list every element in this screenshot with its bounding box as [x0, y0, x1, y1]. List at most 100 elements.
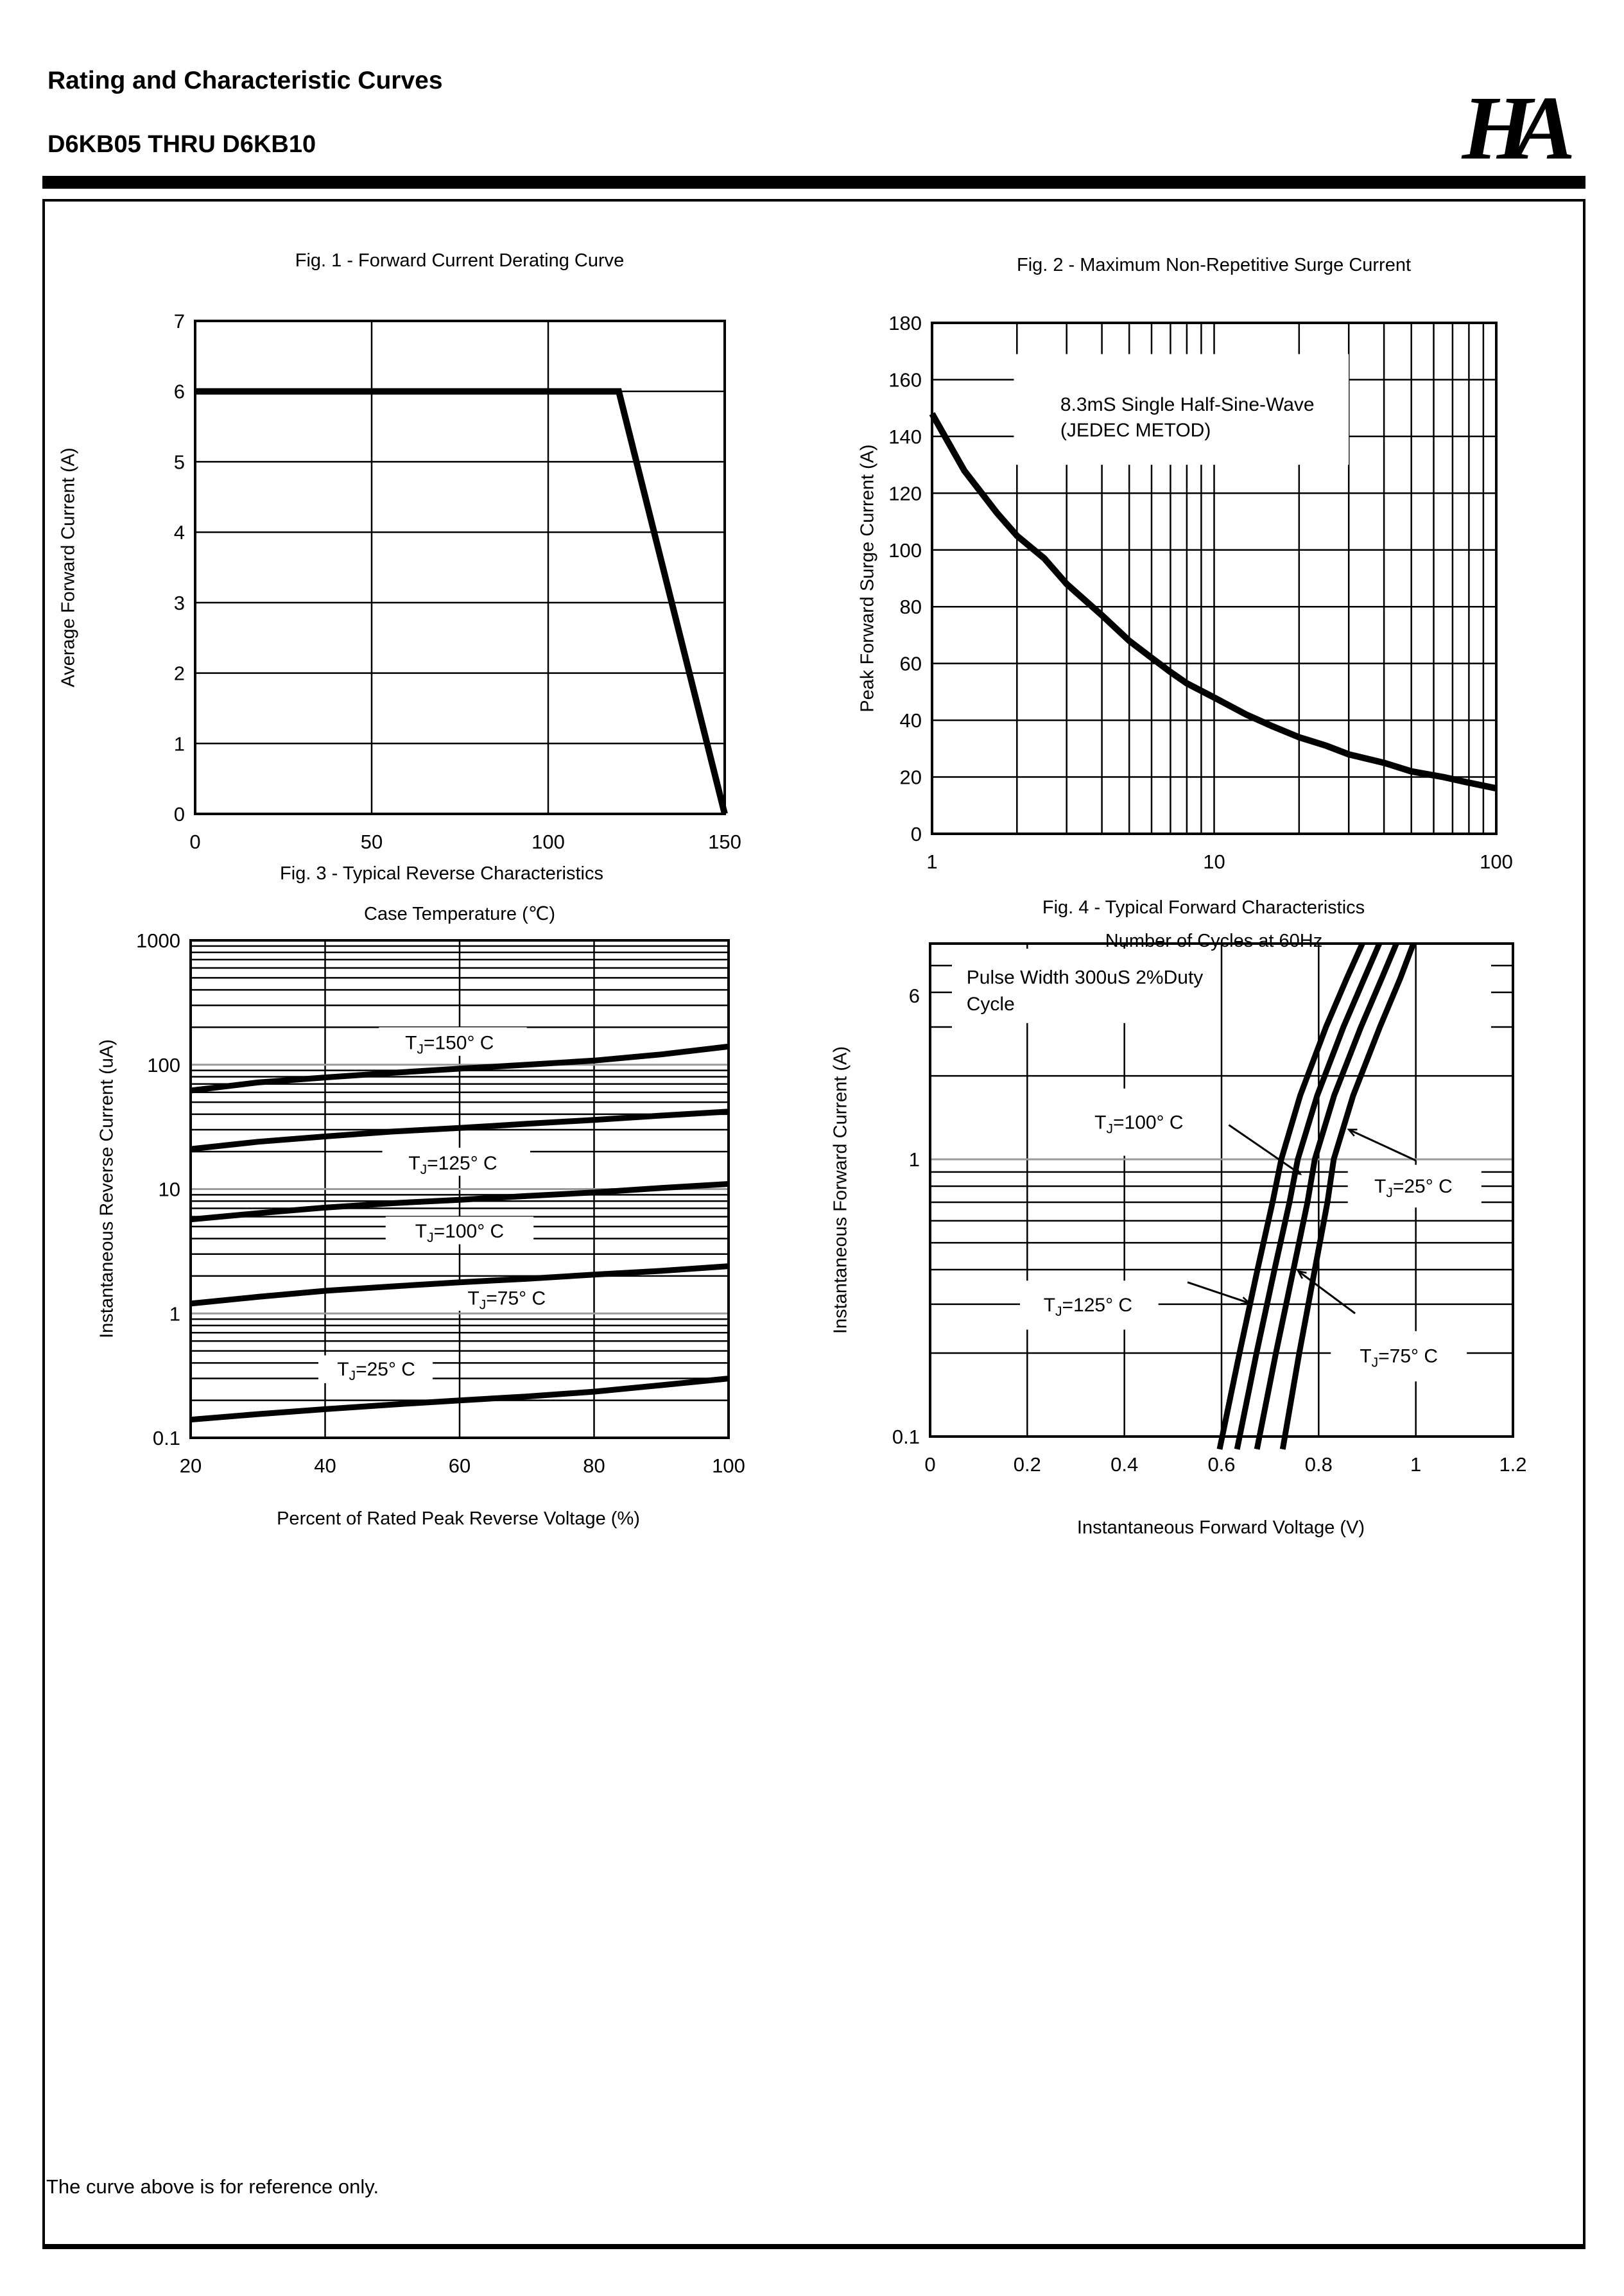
pointer-arrow	[1297, 1270, 1356, 1315]
chart-fig2: 8.3mS Single Half-Sine-Wave (JEDEC METOD)…	[888, 312, 1513, 873]
y-axis-title-fig4: Instantaneous Forward Current (A)	[830, 1046, 851, 1334]
series-label: TJ=75° C	[467, 1288, 546, 1312]
y-tick-label: 4	[174, 521, 185, 544]
pointer-arrow	[1187, 1281, 1252, 1305]
chart-fig4: Pulse Width 300uS 2%Duty Cycle TJ=100° C TJ…	[892, 942, 1527, 1476]
series-label-box	[1347, 1164, 1481, 1208]
x-axis-title-fig4: Instantaneous Forward Voltage (V)	[1076, 1517, 1365, 1538]
y-tick-label: 1000	[136, 929, 180, 952]
y-tick-label: 100	[888, 539, 922, 562]
product-range: D6KB05 THRU D6KB10	[48, 131, 316, 158]
series-label: TJ=25° C	[1374, 1176, 1453, 1200]
series-label: TJ=100° C	[415, 1221, 504, 1245]
series-label-box	[1019, 1281, 1159, 1330]
plot-border	[929, 942, 1514, 1438]
x-tick-label: 50	[361, 831, 383, 853]
chart-fig3: TJ=150° C TJ=125° C TJ=100° C TJ=75° C TJ=25…	[136, 929, 745, 1477]
page-title: Rating and Characteristic Curves	[48, 67, 443, 94]
series-label-box	[385, 1216, 534, 1245]
y-tick-label: 100	[147, 1054, 180, 1076]
series-label-box	[1331, 1331, 1467, 1382]
series-label-box	[1071, 1088, 1210, 1156]
curve-TJ=100C	[190, 1181, 729, 1223]
y-tick-label: 80	[900, 596, 922, 618]
series-label-box	[318, 1355, 433, 1383]
series-label-box	[379, 1027, 527, 1056]
x-tick-label: 0	[189, 831, 200, 853]
y-tick-label: 5	[174, 451, 185, 473]
note-text: Cycle	[967, 994, 1015, 1015]
y-axis-title-fig2: Peak Forward Surge Current (A)	[857, 444, 878, 712]
series-label: TJ=25° C	[337, 1359, 415, 1383]
series-label: TJ=75° C	[1360, 1346, 1438, 1370]
series-label: TJ=125° C	[1044, 1295, 1132, 1319]
note-box	[952, 948, 1214, 1023]
curve-TJ=25C	[1279, 942, 1417, 1450]
chart-fig1: 0 50 100 150 7 6 5 4 3 2 1 0	[174, 310, 741, 853]
y-tick-label: 60	[900, 653, 922, 675]
y-tick-label: 140	[888, 426, 922, 448]
x-axis-title-fig2: Number of Cycles at 60Hz	[1105, 931, 1323, 951]
pointer-arrow	[1228, 1124, 1302, 1175]
note-text: Pulse Width 300uS 2%Duty	[967, 967, 1204, 988]
y-tick-label: 1	[909, 1148, 920, 1171]
y-tick-label: 20	[900, 766, 922, 789]
plot-border	[931, 322, 1498, 835]
x-tick-label: 10	[1203, 850, 1225, 873]
chart-title-fig3: Fig. 3 - Typical Reverse Characteristics	[280, 863, 603, 884]
x-tick-label: 0.4	[1110, 1453, 1138, 1476]
x-tick-label: 100	[1480, 850, 1513, 873]
y-tick-label: 160	[888, 368, 922, 391]
x-tick-label: 80	[583, 1454, 605, 1477]
y-tick-label: 6	[174, 381, 185, 403]
x-tick-label: 60	[449, 1454, 471, 1477]
chart-title-fig1: Fig. 1 - Forward Current Derating Curve	[295, 250, 625, 271]
y-tick-label: 1	[174, 732, 185, 755]
y-tick-label: 7	[174, 310, 185, 332]
y-tick-label: 0	[174, 803, 185, 825]
x-tick-label: 0.8	[1305, 1453, 1333, 1476]
note-text: 8.3mS Single Half-Sine-Wave	[1060, 394, 1315, 415]
plot-border	[194, 320, 726, 815]
chart-title-fig2: Fig. 2 - Maximum Non-Repetitive Surge Cu…	[1016, 255, 1412, 275]
y-tick-label: 0.1	[153, 1427, 180, 1449]
brand-logo: HA	[1462, 77, 1576, 178]
y-tick-label: 3	[174, 592, 185, 614]
x-tick-label: 40	[314, 1454, 336, 1477]
curve-surge	[929, 412, 1498, 792]
plot-border	[189, 939, 730, 1439]
x-tick-label: 1	[1410, 1453, 1421, 1476]
x-tick-label: 100	[712, 1454, 745, 1477]
series-label-box	[439, 1284, 571, 1311]
pointer-arrow	[1347, 1128, 1417, 1162]
y-axis-title-fig3: Instantaneous Reverse Current (uA)	[96, 1039, 117, 1338]
y-tick-label: 120	[888, 482, 922, 505]
y-axis-title-fig1: Average Forward Current (A)	[58, 447, 79, 687]
curve-TJ=125C	[1216, 942, 1365, 1450]
x-tick-label: 0.2	[1014, 1453, 1041, 1476]
header-rule	[42, 176, 1585, 189]
y-tick-label: 10	[159, 1178, 180, 1201]
y-tick-label: 6	[909, 985, 920, 1007]
curve-TJ=150C	[190, 1043, 729, 1094]
x-tick-label: 20	[180, 1454, 202, 1477]
x-tick-label: 150	[708, 831, 741, 853]
curve-TJ=75C	[1254, 942, 1399, 1450]
content-box	[42, 199, 1585, 2249]
series-label-box	[382, 1148, 530, 1176]
curve-TJ=25C	[190, 1376, 729, 1423]
y-tick-label: 180	[888, 312, 922, 334]
footer-note: The curve above is for reference only.	[46, 2175, 379, 2198]
y-tick-label: 2	[174, 662, 185, 685]
x-axis-title-fig3: Percent of Rated Peak Reverse Voltage (%…	[277, 1508, 640, 1529]
y-tick-label: 40	[900, 709, 922, 732]
y-tick-label: 1	[169, 1302, 180, 1325]
series-label: TJ=100° C	[1094, 1112, 1183, 1136]
x-tick-label: 1.2	[1499, 1453, 1526, 1476]
note-box	[1014, 354, 1349, 465]
x-tick-label: 0.6	[1207, 1453, 1235, 1476]
series-label: TJ=125° C	[408, 1153, 497, 1177]
curve-TJ=125C	[190, 1109, 729, 1152]
